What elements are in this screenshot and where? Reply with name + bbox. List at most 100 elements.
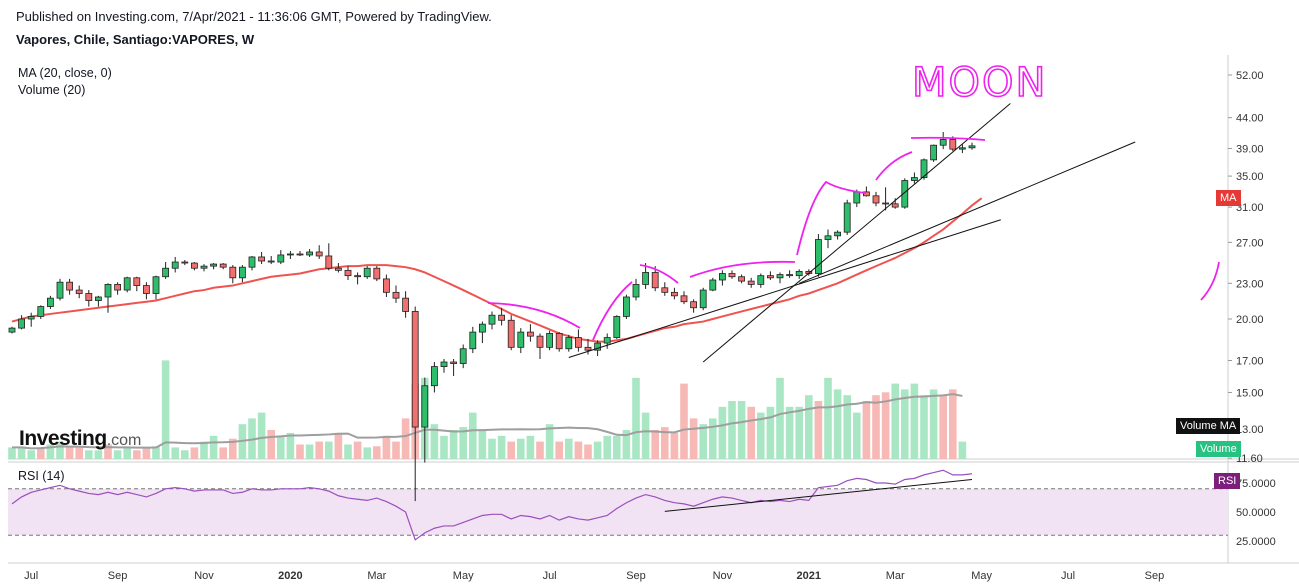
volume-bar xyxy=(881,392,890,459)
volume-bar xyxy=(737,401,746,459)
trendline xyxy=(799,141,1136,284)
candle-body xyxy=(680,295,688,303)
volume-bar xyxy=(689,418,698,459)
candle-body xyxy=(565,337,573,350)
time-tick-label: Jul xyxy=(24,570,38,582)
candle-body xyxy=(95,296,102,301)
volume-tag: Volume xyxy=(1196,441,1241,457)
logo-suffix: .com xyxy=(106,432,142,449)
candle-body xyxy=(517,331,525,348)
volume-bar xyxy=(219,447,227,459)
candle-body xyxy=(843,202,851,233)
volume-bar xyxy=(795,406,803,459)
candle-body xyxy=(507,319,515,348)
candle-body xyxy=(872,195,880,204)
candle-body xyxy=(315,251,323,257)
candle-body xyxy=(411,311,419,428)
candle-body xyxy=(238,266,246,279)
volume-bar xyxy=(728,401,736,459)
candle-body xyxy=(325,255,333,269)
volume-bar xyxy=(661,427,669,459)
volume-bar xyxy=(373,446,381,459)
candle-body xyxy=(959,147,966,150)
candle-body xyxy=(815,239,822,274)
candle-body xyxy=(171,261,179,269)
candle-body xyxy=(623,296,630,317)
volume-bar xyxy=(555,441,563,459)
price-tick-label: 17.00 xyxy=(1236,356,1264,368)
volume-bar xyxy=(920,395,928,459)
candle-body xyxy=(75,289,83,294)
candle-body xyxy=(162,267,170,278)
volume-bar xyxy=(161,360,170,459)
candle-body xyxy=(85,293,93,301)
volume-bar xyxy=(651,430,659,459)
candle-body xyxy=(776,274,784,279)
candle-body xyxy=(690,301,697,309)
candle-body xyxy=(642,272,649,285)
candle-body xyxy=(190,262,198,269)
volume-bar xyxy=(85,450,93,459)
candle-body xyxy=(210,263,218,267)
volume-bar xyxy=(315,441,323,459)
price-tick-label: 44.00 xyxy=(1236,113,1264,125)
volume-bar xyxy=(641,412,650,459)
candle-body xyxy=(104,284,112,298)
candle-body xyxy=(229,266,237,279)
candle-body xyxy=(795,270,803,277)
time-tick-label: Nov xyxy=(713,570,733,582)
candle-body xyxy=(56,281,64,299)
volume-bar xyxy=(488,438,496,459)
volume-bar xyxy=(37,447,45,459)
volume-bar xyxy=(392,441,400,459)
volume-bar xyxy=(267,430,275,459)
annotation-stroke xyxy=(592,281,633,341)
volume-bar xyxy=(872,395,880,459)
volume-bar xyxy=(459,427,467,459)
volume-bar xyxy=(353,441,362,459)
time-tick-label: Mar xyxy=(367,570,386,582)
time-tick-label: Jul xyxy=(1061,570,1075,582)
volume-bar xyxy=(833,389,842,459)
time-tick-label: Nov xyxy=(194,570,214,582)
candle-body xyxy=(747,280,755,285)
volume-bar xyxy=(440,435,448,459)
volume-bar xyxy=(507,441,515,459)
candle-body xyxy=(142,285,150,294)
volume-bar xyxy=(142,447,151,459)
candle-body xyxy=(488,314,496,325)
candle-body xyxy=(123,277,131,291)
volume-indicator-label[interactable]: Volume (20) xyxy=(18,83,86,97)
volume-bar xyxy=(46,444,55,459)
volume-bar xyxy=(123,447,131,459)
candle-body xyxy=(891,203,899,208)
ma-indicator-label[interactable]: MA (20, close, 0) xyxy=(18,66,112,80)
trendline xyxy=(702,103,1011,363)
volume-bar xyxy=(478,430,487,459)
volume-bar xyxy=(910,383,919,459)
volume-bar xyxy=(277,435,285,459)
volume-bar xyxy=(113,450,122,459)
volume-bar xyxy=(17,447,26,459)
volume-bar xyxy=(27,450,35,459)
volume-bar xyxy=(401,418,410,459)
candle-body xyxy=(440,361,448,367)
rsi-band xyxy=(8,488,1228,536)
candle-body xyxy=(738,276,745,282)
volume-ma-line xyxy=(12,393,963,450)
candle-body xyxy=(632,284,640,298)
volume-bar xyxy=(680,383,688,459)
volume-bar xyxy=(536,441,544,459)
symbol-title: Vapores, Chile, Santiago:VAPORES, W xyxy=(16,32,255,47)
candle-body xyxy=(728,273,736,278)
candle-body xyxy=(930,144,937,161)
candle-body xyxy=(114,284,121,291)
volume-bar xyxy=(363,447,371,459)
candle-body xyxy=(661,287,669,293)
candle-body xyxy=(258,256,266,262)
volume-bar xyxy=(286,432,295,459)
price-tick-label: 31.00 xyxy=(1236,202,1264,214)
rsi-indicator-label[interactable]: RSI (14) xyxy=(18,469,65,483)
volume-bar xyxy=(891,383,899,459)
